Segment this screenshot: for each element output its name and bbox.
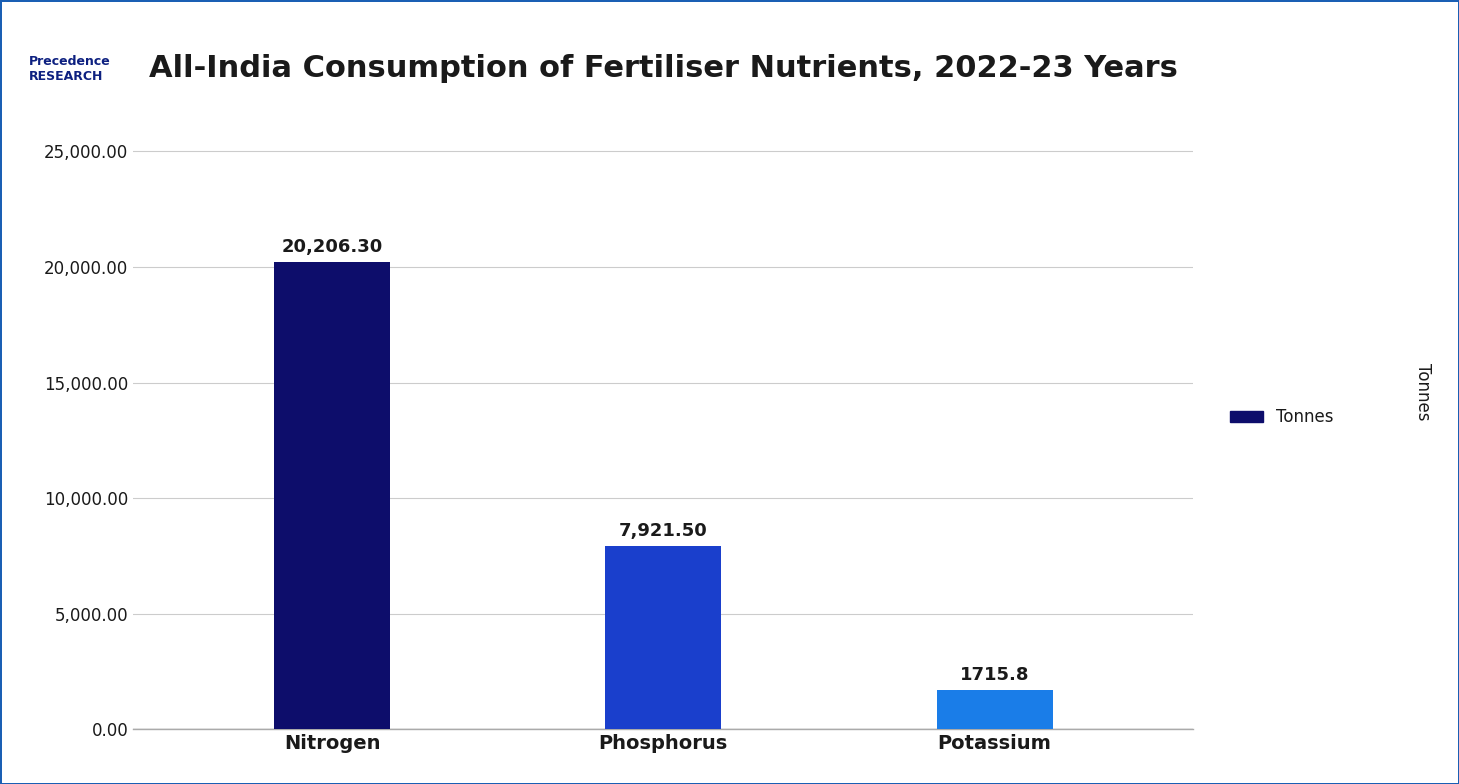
Text: 7,921.50: 7,921.50 <box>619 522 708 540</box>
Text: 20,206.30: 20,206.30 <box>282 238 382 256</box>
Text: Precedence
RESEARCH: Precedence RESEARCH <box>29 55 111 83</box>
Bar <box>274 262 390 729</box>
Legend: Tonnes: Tonnes <box>1223 401 1341 433</box>
Title: All-India Consumption of Fertiliser Nutrients, 2022-23 Years: All-India Consumption of Fertiliser Nutr… <box>149 54 1177 83</box>
Bar <box>605 546 721 729</box>
Text: 1715.8: 1715.8 <box>960 666 1030 684</box>
Bar <box>937 690 1052 729</box>
Text: Tonnes: Tonnes <box>1414 363 1431 421</box>
